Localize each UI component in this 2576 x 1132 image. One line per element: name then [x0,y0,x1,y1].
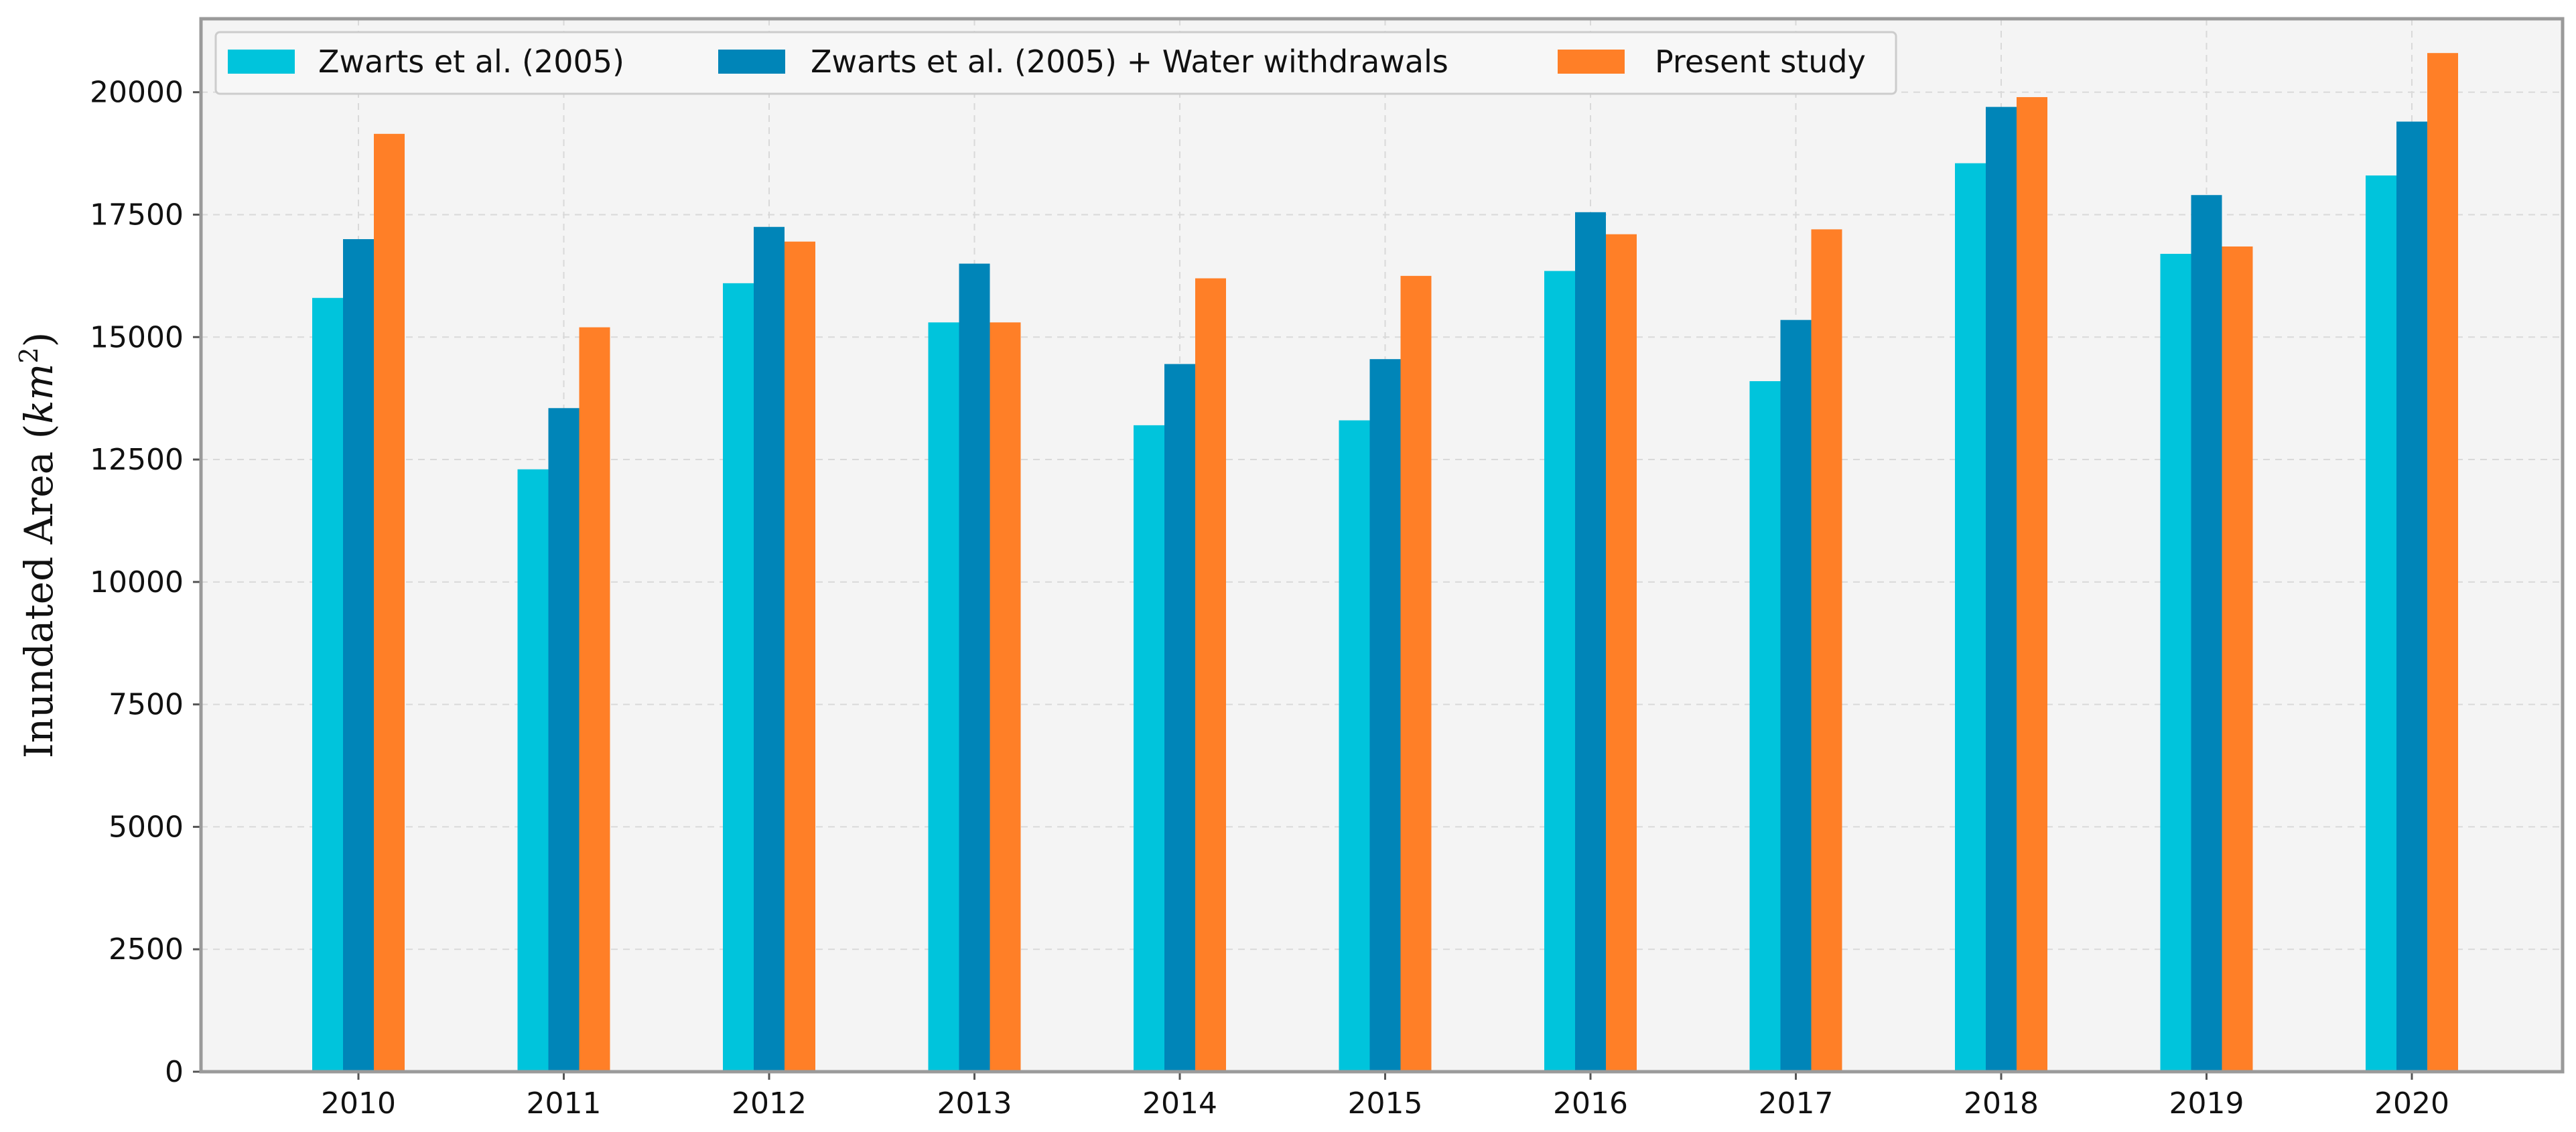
legend-swatch-zwarts [228,50,295,74]
bar [343,239,374,1072]
bar [517,469,549,1072]
x-tick-label: 2020 [2374,1086,2449,1121]
bar [2427,53,2458,1072]
x-tick-label: 2015 [1348,1086,1423,1121]
bars [312,53,2458,1072]
bar [1955,163,1986,1072]
bar [1369,359,1401,1072]
legend: Zwarts et al. (2005) Zwarts et al. (2005… [214,31,1897,95]
bar [2017,96,2047,1072]
bar [1749,381,1781,1072]
bar [2160,253,2191,1072]
x-tick-label: 2010 [321,1086,396,1121]
x-tick-label: 2016 [1553,1086,1628,1121]
bar [723,283,754,1072]
y-tick-label: 17500 [90,198,184,232]
y-axis-label-prefix: Inundated Area ( [16,424,62,758]
y-tick-label: 7500 [109,688,184,722]
x-tick-label: 2012 [732,1086,807,1121]
bar [2222,246,2253,1072]
bar [1544,271,1575,1072]
y-axis-ticks: 0 2500 5000 7500 10000 12500 15000 17500 20000 [90,76,201,1089]
bar [312,297,343,1072]
y-axis-label: Inundated Area (km2) [14,332,62,758]
bar [2191,195,2222,1072]
y-tick-label: 12500 [90,443,184,477]
y-axis-label-exponent: 2 [14,347,44,363]
bar [1164,364,1195,1072]
y-tick-label: 2500 [109,932,184,967]
y-tick-label: 0 [165,1055,184,1089]
y-tick-label: 10000 [90,565,184,599]
bar [754,226,785,1072]
x-tick-label: 2018 [1964,1086,2039,1121]
x-tick-label: 2013 [937,1086,1012,1121]
legend-swatch-zwarts-withdrawals [718,50,785,74]
bar [2396,121,2427,1072]
bar [579,327,610,1072]
bar [2366,175,2396,1072]
bar [1780,320,1812,1072]
legend-label-zwarts-withdrawals: Zwarts et al. (2005) + Water withdrawals [811,44,1448,80]
bar [1811,229,1842,1072]
y-tick-label: 20000 [90,76,184,110]
axes-frame [199,17,2565,1074]
y-axis-label-unit: km [16,364,62,424]
legend-swatch-present-study [1558,50,1625,74]
x-axis-ticks: 2010 2011 2012 2013 2014 2015 2016 2017 2018 2019… [321,1072,2449,1121]
x-tick-label: 2011 [527,1086,602,1121]
y-tick-label: 5000 [109,810,184,844]
bar [1134,425,1164,1072]
bar [928,322,959,1072]
bar [1606,234,1637,1072]
x-tick-label: 2017 [1759,1086,1834,1121]
bar [785,241,815,1072]
bar [1986,107,2017,1072]
x-tick-label: 2014 [1142,1086,1217,1121]
bar [548,408,580,1072]
bar [1339,420,1370,1072]
legend-label-present-study: Present study [1655,44,1866,80]
bar [1400,275,1432,1072]
bar [1195,278,1226,1072]
y-tick-label: 15000 [90,320,184,354]
legend-label-zwarts: Zwarts et al. (2005) [318,44,624,80]
y-axis-label-suffix: ) [16,332,62,348]
bar [1575,212,1606,1072]
legend-box [214,31,1897,95]
bar [374,133,405,1072]
bar [959,263,990,1072]
bar [990,322,1021,1072]
x-tick-label: 2019 [2169,1086,2244,1121]
